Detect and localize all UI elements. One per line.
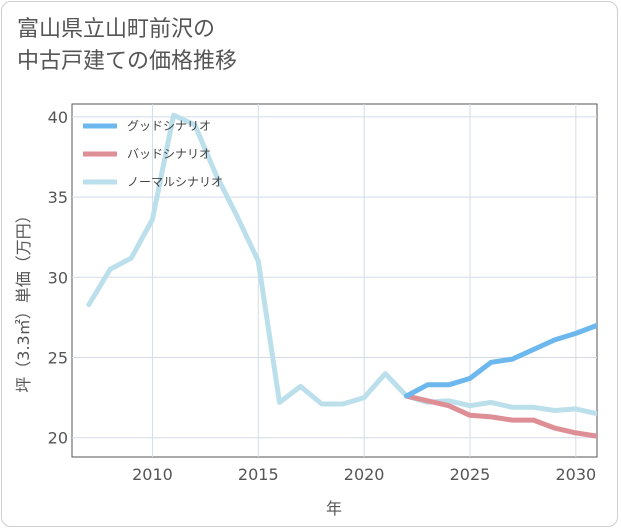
series-lines	[86, 112, 597, 439]
x-tick-label-0: 2010	[132, 465, 173, 484]
y-tick-label-4: 40	[48, 108, 68, 127]
x-tick-label-3: 2025	[450, 465, 491, 484]
y-tick-label-2: 30	[48, 268, 68, 287]
y-tick-label-3: 35	[48, 188, 68, 207]
y-axis-title: 坪（3.3㎡）単価（万円）	[14, 207, 33, 392]
legend-label-0: グッドシナリオ	[127, 119, 211, 133]
series-line-0	[404, 322, 597, 399]
legend-label-2: ノーマルシナリオ	[127, 175, 223, 189]
plot-area	[71, 103, 598, 458]
y-tick-label-1: 25	[48, 349, 68, 368]
chart-title: 富山県立山町前沢の 中古戸建ての価格推移	[17, 14, 237, 78]
series-line-2	[86, 112, 597, 417]
chart-title-line-1: 富山県立山町前沢の	[17, 17, 216, 42]
x-axis-title: 年	[326, 499, 342, 518]
x-tick-label-2: 2020	[344, 465, 385, 484]
x-tick-label-4: 2030	[555, 465, 596, 484]
legend-label-1: バッドシナリオ	[127, 147, 211, 161]
series-line-1	[404, 393, 597, 439]
x-tick-label-1: 2015	[238, 465, 279, 484]
y-tick-label-0: 20	[48, 429, 68, 448]
chart-title-line-2: 中古戸建ての価格推移	[17, 49, 238, 74]
